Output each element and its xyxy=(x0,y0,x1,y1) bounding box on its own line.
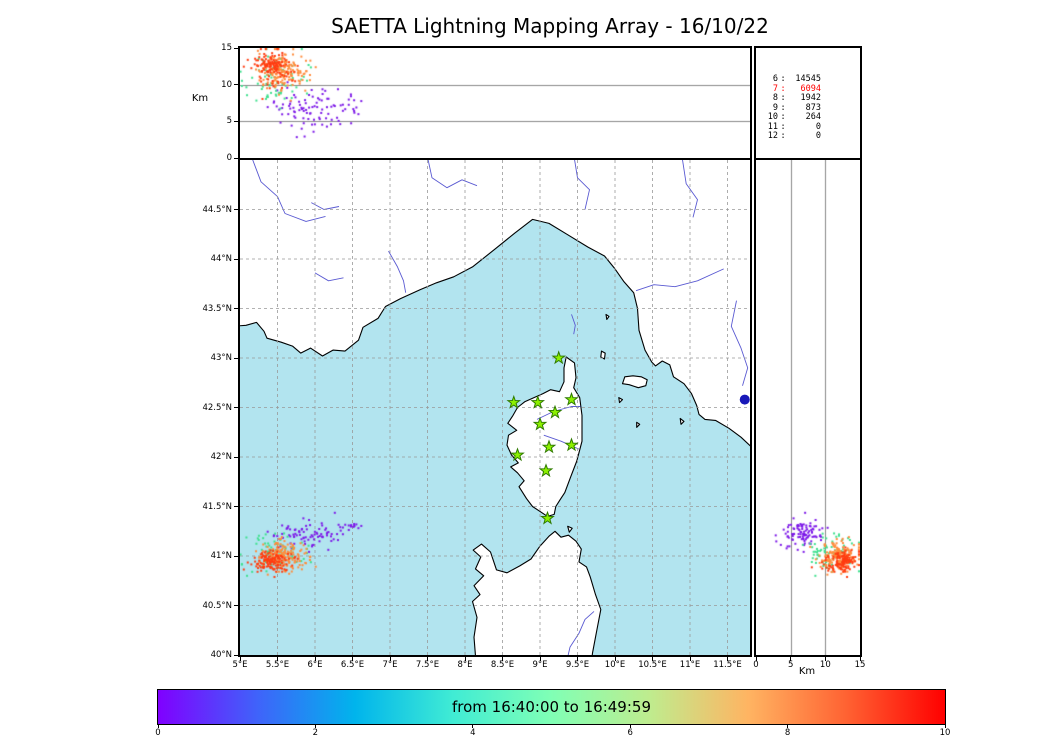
altitude-tick-label: 5 xyxy=(226,116,232,127)
colorbar-tick-label: 10 xyxy=(939,728,951,738)
lon-tick-label: 6.5°E xyxy=(340,660,365,670)
altitude-tick-label: 5 xyxy=(787,660,794,670)
colorbar-tick-label: 0 xyxy=(155,728,161,738)
altitude-tick-label: 0 xyxy=(226,153,232,163)
axis-tick xyxy=(727,657,728,661)
axis-tick xyxy=(234,407,238,408)
map-panel xyxy=(238,158,752,657)
station-count-row: 11:0 xyxy=(767,121,821,132)
station-count-row: 12:0 xyxy=(767,131,821,141)
lat-tick-label: 41.5°N xyxy=(202,501,232,512)
lon-tick-label: 10°E xyxy=(604,660,626,670)
colorbar-tick-label: 8 xyxy=(784,728,791,738)
station-count-row: 10:264 xyxy=(767,112,821,122)
axis-tick xyxy=(577,657,578,661)
altitude-vs-latitude-panel xyxy=(754,158,862,657)
lat-tick-label: 42.5°N xyxy=(202,402,232,413)
axis-tick xyxy=(352,657,353,661)
lat-tick-label: 44°N xyxy=(210,254,232,264)
station-count-row: 7:6094 xyxy=(772,83,821,94)
axis-tick xyxy=(234,555,238,557)
lat-tick-label: 44.5°N xyxy=(202,204,232,215)
altitude-axis-label-km-right: Km xyxy=(798,666,816,677)
altitude-tick-label: 10 xyxy=(819,660,831,670)
lon-tick-label: 7.5°E xyxy=(415,660,440,670)
axis-tick xyxy=(652,657,653,661)
colorbar-tick-label: 2 xyxy=(312,728,319,738)
axis-tick xyxy=(157,725,159,728)
lat-tick-label: 42°N xyxy=(210,452,232,462)
axis-tick xyxy=(234,258,238,260)
axis-tick xyxy=(787,725,789,728)
axis-tick xyxy=(755,657,757,661)
axis-tick xyxy=(689,657,691,661)
axis-tick xyxy=(234,157,238,159)
axis-tick xyxy=(234,654,238,656)
altitude-tick-label: 10 xyxy=(221,79,232,90)
axis-tick xyxy=(389,657,391,661)
lon-tick-label: 6°E xyxy=(307,660,323,670)
lon-tick-label: 7°E xyxy=(382,660,398,670)
lat-tick-label: 41°N xyxy=(210,551,232,561)
axis-tick xyxy=(859,657,861,661)
axis-tick xyxy=(614,657,616,661)
station-count-row: 6:14545 xyxy=(772,74,821,84)
axis-tick xyxy=(277,657,278,661)
axis-tick xyxy=(944,725,946,728)
figure-title: SAETTA Lightning Mapping Array - 16/10/2… xyxy=(331,14,769,38)
axis-tick xyxy=(427,657,428,661)
axis-tick xyxy=(464,657,466,661)
lon-tick-label: 10.5°E xyxy=(638,660,667,670)
axis-tick xyxy=(234,357,238,359)
axis-tick xyxy=(234,47,238,49)
axis-tick xyxy=(234,506,238,507)
axis-tick xyxy=(234,84,238,86)
lon-tick-label: 9°E xyxy=(532,660,548,670)
axis-tick xyxy=(539,657,541,661)
axis-tick xyxy=(790,657,792,661)
station-count-box: 6:14545 7:6094 8:1942 9:873 10:264 11:0 12:0 xyxy=(754,46,862,160)
axis-tick xyxy=(234,456,238,458)
axis-tick xyxy=(502,657,503,661)
axis-tick xyxy=(314,657,316,661)
time-colorbar: from 16:40:00 to 16:49:59 xyxy=(157,689,946,725)
altitude-axis-label-km-top: Km xyxy=(191,93,209,104)
axis-tick xyxy=(629,725,631,728)
altitude-longitude-scatter-canvas xyxy=(240,48,750,158)
lon-tick-label: 11°E xyxy=(679,660,701,670)
lat-tick-label: 40°N xyxy=(210,650,232,660)
altitude-vs-longitude-panel xyxy=(238,46,752,160)
lat-tick-label: 43°N xyxy=(210,353,232,363)
lat-tick-label: 43.5°N xyxy=(202,303,232,314)
lon-tick-label: 11.5°E xyxy=(713,660,742,670)
altitude-latitude-scatter-canvas xyxy=(756,160,860,655)
map-scatter-canvas xyxy=(240,160,750,655)
lon-tick-label: 8°E xyxy=(457,660,473,670)
altitude-tick-label: 15 xyxy=(221,43,232,53)
axis-tick xyxy=(314,725,316,728)
colorbar-tick-label: 4 xyxy=(470,728,476,738)
station-count-row: 8:1942 xyxy=(772,93,821,103)
colorbar-tick-label: 6 xyxy=(627,728,633,738)
axis-tick xyxy=(472,725,474,728)
lon-tick-label: 5.5°E xyxy=(265,660,290,670)
altitude-tick-label: 0 xyxy=(753,660,759,670)
altitude-tick-label: 15 xyxy=(854,660,866,670)
lon-tick-label: 9.5°E xyxy=(565,660,590,670)
axis-tick xyxy=(824,657,826,661)
lon-tick-label: 8.5°E xyxy=(490,660,515,670)
station-count-row: 9:873 xyxy=(772,102,821,113)
colorbar-time-label: from 16:40:00 to 16:49:59 xyxy=(451,698,651,716)
axis-tick xyxy=(234,120,238,122)
axis-tick xyxy=(234,308,238,309)
lat-tick-label: 40.5°N xyxy=(202,600,232,611)
axis-tick xyxy=(239,657,241,661)
axis-tick xyxy=(234,605,238,606)
lon-tick-label: 5°E xyxy=(232,660,248,670)
axis-tick xyxy=(234,209,238,210)
